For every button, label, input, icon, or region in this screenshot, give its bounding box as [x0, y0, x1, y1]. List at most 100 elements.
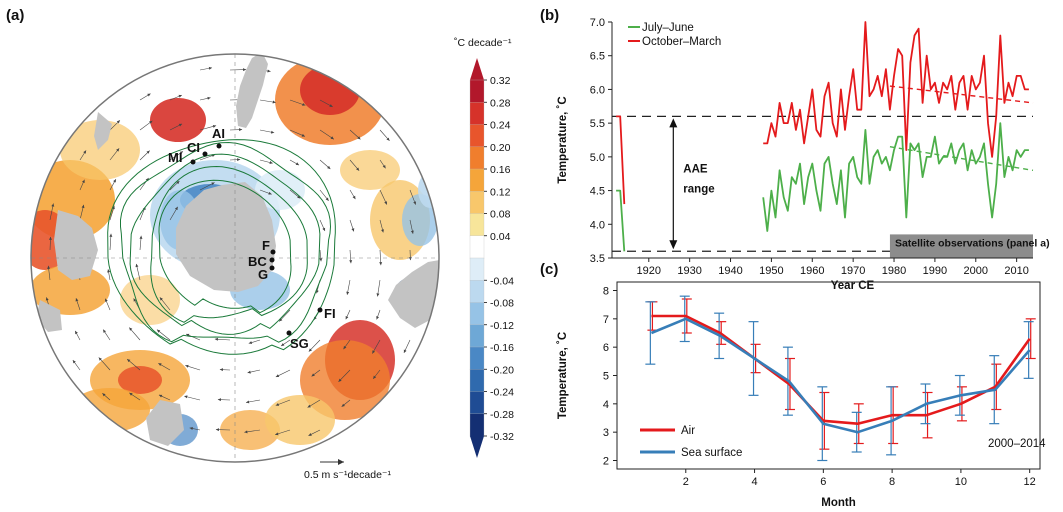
trend-patch [60, 120, 140, 180]
vector-scale: 0.5 m s⁻¹decade⁻¹ [304, 459, 391, 481]
wind-vector-head [413, 201, 417, 205]
colorbar-tick-label: 0.04 [490, 231, 511, 243]
wind-vector-head [139, 235, 143, 239]
y-tick-label: 5 [603, 371, 609, 383]
chart-c-legend: Air Sea surface [640, 425, 742, 459]
wind-vector-head [384, 201, 387, 205]
wind-vector-head [113, 179, 116, 183]
x-tick-label: 10 [955, 476, 967, 488]
colorbar-tick-label: -0.24 [490, 387, 514, 399]
wind-vector-head [214, 337, 218, 341]
colorbar-swatch [469, 369, 485, 393]
wind-vector-head [329, 104, 333, 107]
x-tick-label: 4 [751, 476, 757, 488]
x-tick-label: 6 [820, 476, 826, 488]
colorbar-tick-label: -0.04 [490, 275, 514, 287]
wind-vector-head [372, 350, 376, 354]
colorbar-swatch [469, 257, 485, 281]
wind-vector-head [75, 298, 79, 302]
colorbar-tick-label: 0.16 [490, 164, 511, 176]
plot-frame [616, 281, 1041, 470]
colorbar-swatch [469, 124, 485, 148]
chart-b: Satellite observations (panel a) 3.5 4.0 4… [557, 17, 1050, 292]
colorbar-swatch [469, 280, 485, 304]
period-annotation: 2000–2014 [988, 438, 1046, 450]
y-tick-label: 4.5 [590, 186, 605, 198]
colorbar-swatch [469, 102, 485, 126]
trend-line [889, 146, 1034, 172]
colorbar-tick-label: 0.20 [490, 142, 511, 154]
x-tick-label: 1940 [718, 265, 742, 277]
wind-vector-head [129, 327, 133, 331]
wind-vector-head [215, 428, 219, 432]
trend-patch [402, 194, 438, 246]
wind-vector-head [382, 164, 386, 169]
wind-vector-head [341, 403, 345, 407]
series-line-october-march [763, 21, 1029, 158]
wind-vector-head [45, 297, 49, 301]
colorbar-swatch [469, 391, 485, 415]
wind-vector-head [308, 433, 312, 436]
chart-c-ylabel: Temperature, ˚C [557, 332, 569, 419]
wind-vector-head [146, 150, 150, 154]
site-label-f: F [262, 238, 270, 253]
wind-vector-head [352, 195, 356, 200]
site-label-fi: FI [324, 306, 336, 321]
colorbar-tick-label: -0.12 [490, 320, 514, 332]
panel-c-label: (c) [540, 261, 558, 278]
wind-vector-head [247, 370, 251, 374]
wind-vector-head [343, 345, 347, 350]
wind-vector-head [410, 230, 414, 234]
series-line-october-march [616, 115, 626, 205]
trend-patch [300, 340, 390, 420]
wind-vector-head [47, 265, 51, 269]
trend-patch [120, 275, 180, 325]
wind-vector-head [72, 360, 76, 364]
colorbar-title: ˚C decade⁻¹ [454, 37, 512, 49]
legend-sea-surface: Sea surface [681, 447, 742, 459]
wind-vector-head [381, 229, 384, 233]
wind-vector-head [308, 348, 312, 352]
y-tick-label: 8 [603, 286, 609, 298]
colorbar-swatches [469, 58, 485, 458]
x-tick-label: 12 [1024, 476, 1036, 488]
aae-arrow-head-down [669, 240, 678, 250]
panel-b-label: (b) [540, 7, 559, 24]
wind-vector-head [345, 315, 349, 320]
y-tick-label: 7 [603, 314, 609, 326]
wind-vector-head [237, 158, 241, 162]
aae-label-line2: range [683, 184, 714, 196]
wind-vector-head [116, 120, 120, 124]
y-tick-label: 4.0 [590, 219, 605, 231]
wind-vector-head [179, 151, 183, 155]
x-tick-label: 1990 [923, 265, 947, 277]
wind-vector-head [301, 133, 305, 137]
series-line-july-june [616, 189, 626, 252]
polar-map: AI CI MI F BC G FI SG 0.5 m s⁻¹decade⁻¹ [30, 53, 440, 481]
colorbar-swatch [469, 191, 485, 215]
x-tick-label: 1950 [759, 265, 783, 277]
wind-vector-head [373, 375, 377, 379]
x-tick-label: 2010 [1004, 265, 1028, 277]
trend-patch [265, 395, 335, 445]
trend-patch [70, 388, 150, 432]
colorbar-swatch [469, 146, 485, 170]
wind-vector-head [174, 206, 178, 211]
land-antarctica [176, 182, 276, 292]
wind-vector-head [246, 400, 250, 404]
wind-vector-head [186, 333, 190, 337]
wind-vector-head [275, 403, 280, 406]
site-label-bc: BC [248, 254, 267, 269]
x-tick-label: 2000 [964, 265, 988, 277]
legend-july-june: July–June [642, 22, 694, 34]
wind-vector-head [212, 124, 217, 128]
trend-patch [150, 98, 206, 142]
wind-vector-head [207, 96, 211, 100]
wind-vector-head [159, 297, 163, 301]
wind-vector-head [248, 341, 253, 344]
wind-vector-head [107, 269, 111, 273]
land-indian-ocean-island [146, 400, 184, 446]
wind-vector-head [127, 359, 131, 363]
wind-vector-head [178, 94, 182, 98]
site-label-ai: AI [212, 126, 225, 141]
